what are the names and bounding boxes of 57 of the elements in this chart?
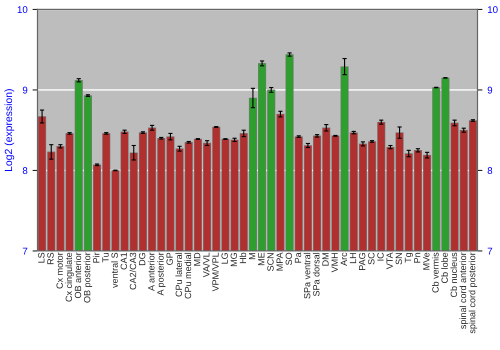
x-tick-label: VTA: [386, 252, 393, 270]
x-tick-label: SPa dorsal: [312, 252, 320, 296]
x-tick-label: IC: [377, 252, 384, 261]
x-tick-label: VA/VL: [202, 252, 210, 278]
x-tick-label: Tg: [404, 252, 413, 263]
x-tick-label: SPa ventral: [304, 252, 310, 299]
x-tick-label: LS: [38, 252, 45, 263]
x-tick-label: GP: [166, 252, 173, 265]
x-tick-label: Tu: [102, 252, 109, 262]
x-tick-label: MPA: [276, 252, 283, 270]
x-tick-label: LG: [221, 253, 228, 264]
y-tick-label: 10: [18, 6, 28, 14]
y2-tick-label: 9: [488, 86, 492, 94]
x-tick-label: CA2/CA3: [130, 252, 136, 290]
y-axis-title: Log2 (expression): [4, 89, 14, 172]
x-tick-label: OB posterior: [84, 252, 92, 303]
x-tick-label: spinal cord anterior: [460, 252, 468, 329]
x-tick-label: SC: [368, 252, 375, 264]
x-tick-label: spinal cord posterior: [468, 252, 478, 334]
x-tick-label: DM: [322, 253, 329, 266]
x-tick-label: MVe: [423, 252, 430, 270]
x-tick-label: Cb vermis: [432, 252, 439, 293]
x-tick-label: ME: [258, 252, 264, 266]
x-tick-label: Cb lobe: [441, 252, 448, 283]
x-tick-label: SN: [396, 253, 402, 264]
x-tick-label: VPM/VPL: [212, 252, 219, 292]
x-tick-label: ventral S: [111, 252, 118, 288]
x-tick-label: CA1: [120, 252, 128, 270]
y2-tick-label: 8: [488, 167, 492, 174]
x-tick-label: LH: [350, 253, 356, 264]
x-tick-label: Hb: [240, 252, 246, 264]
x-tick-label: RS: [47, 252, 54, 264]
x-tick-label: A posterior: [157, 252, 166, 296]
x-tick-label: SO: [286, 252, 292, 265]
x-tick-label: SCN: [267, 253, 274, 271]
x-tick-label: Cx cingulate: [65, 252, 74, 302]
x-tick-label: MD: [194, 252, 200, 266]
x-tick-label: PAG: [358, 253, 366, 270]
x-tick-label: Cb nucleus: [450, 252, 458, 298]
y-tick-label: 9: [22, 86, 28, 94]
x-tick-label: Pir: [92, 252, 100, 263]
x-tick-label: VMH: [332, 253, 338, 272]
x-tick-label: CPu lateral: [175, 252, 182, 297]
x-tick-label: CPu medial: [184, 252, 192, 299]
y2-tick-label: 10: [488, 6, 498, 14]
x-tick-label: DG: [138, 253, 146, 266]
x-tick-label: Arc: [340, 252, 348, 266]
x-tick-label: M: [249, 253, 256, 260]
x-tick-label: Pn: [414, 252, 420, 263]
x-tick-label: OB anterior: [74, 252, 82, 298]
x-tick-label: A anterior: [148, 252, 155, 291]
y2-tick-label: 7: [488, 248, 492, 254]
y-tick-label: 8: [22, 167, 28, 174]
x-tick-label: Cx motor: [56, 252, 63, 288]
x-tick-label: MG: [230, 253, 238, 266]
y-tick-label: 7: [22, 248, 28, 254]
x-tick-label: Pa: [294, 252, 302, 263]
